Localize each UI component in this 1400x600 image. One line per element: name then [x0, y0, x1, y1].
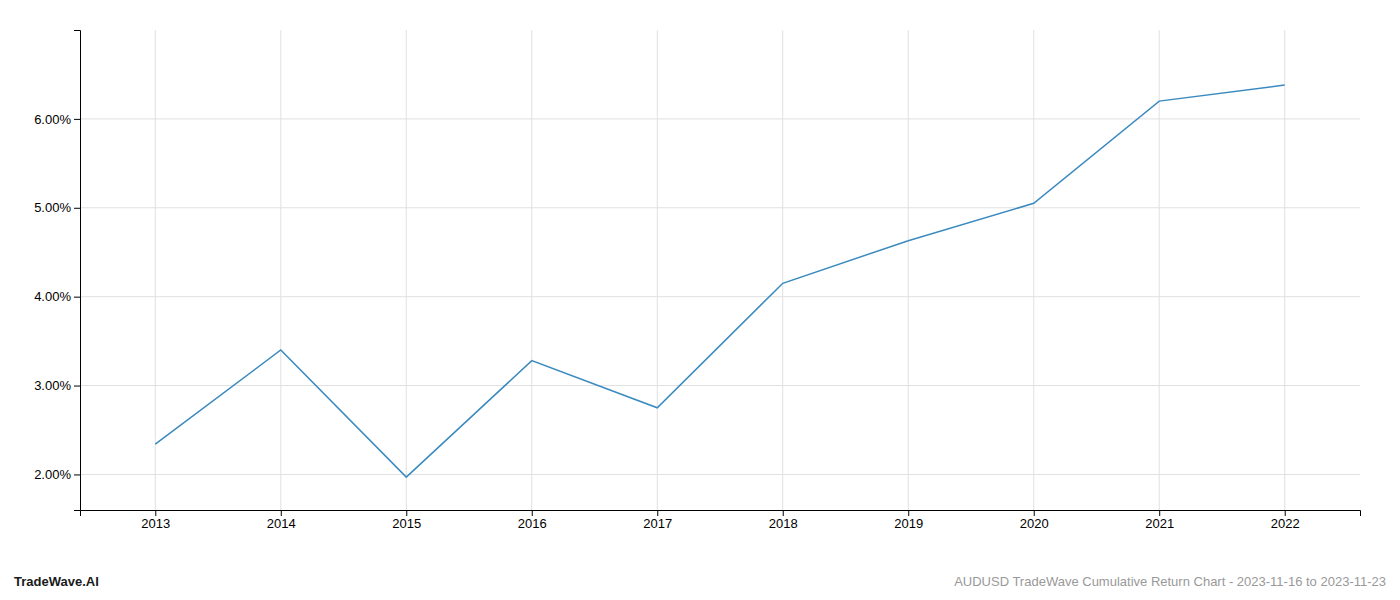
y-tick-label: 2.00% [34, 467, 71, 482]
y-tick-mark [74, 119, 80, 120]
grid-line [908, 30, 909, 510]
y-tick-label: 3.00% [34, 378, 71, 393]
x-tick: 2018 [769, 510, 798, 531]
grid [80, 30, 1360, 510]
grid-line [531, 30, 532, 510]
x-tick-mark [657, 510, 658, 516]
footer-left: TradeWave.AI [14, 574, 99, 589]
marks [155, 85, 1284, 477]
x-tick-label: 2016 [518, 516, 547, 531]
grid-line [1284, 30, 1285, 510]
grid-line [80, 207, 1360, 208]
x-tick: 2016 [518, 510, 547, 531]
x-axis-line [81, 511, 1361, 517]
x-tick: 2014 [267, 510, 296, 531]
y-tick: 3.00% [34, 378, 80, 393]
y-axis: 2.00% 3.00% 4.00% 5.00% 6.00% [34, 31, 80, 511]
x-tick-mark [1034, 510, 1035, 516]
grid-line [280, 30, 281, 510]
grid-line [782, 30, 783, 510]
x-tick: 2013 [141, 510, 170, 531]
x-tick-mark [1285, 510, 1286, 516]
plot: 2013 2014 2015 2016 2017 2018 2019 2020 2021 2022… [34, 30, 1360, 531]
data-line [155, 85, 1284, 477]
x-tick-mark [281, 510, 282, 516]
grid-line [80, 118, 1360, 119]
grid-line [406, 30, 407, 510]
x-tick-mark [1159, 510, 1160, 516]
x-tick: 2019 [894, 510, 923, 531]
x-tick-label: 2020 [1020, 516, 1049, 531]
x-tick-mark [532, 510, 533, 516]
y-axis-line [74, 31, 81, 511]
footer-right: AUDUSD TradeWave Cumulative Return Chart… [954, 574, 1386, 589]
x-tick-mark [406, 510, 407, 516]
x-tick-label: 2015 [392, 516, 421, 531]
grid-line [80, 296, 1360, 297]
x-tick: 2015 [392, 510, 421, 531]
x-tick-mark [908, 510, 909, 516]
x-tick-label: 2022 [1271, 516, 1300, 531]
x-tick: 2021 [1145, 510, 1174, 531]
y-tick-mark [74, 386, 80, 387]
y-tick-mark [74, 474, 80, 475]
y-tick: 4.00% [34, 289, 80, 304]
y-tick-label: 6.00% [34, 112, 71, 127]
x-tick-mark [155, 510, 156, 516]
y-tick: 5.00% [34, 200, 80, 215]
y-tick-mark [74, 208, 80, 209]
x-tick: 2022 [1271, 510, 1300, 531]
grid-line [155, 30, 156, 510]
x-tick-label: 2014 [267, 516, 296, 531]
y-tick: 2.00% [34, 467, 80, 482]
x-tick-label: 2017 [643, 516, 672, 531]
grid-line [1033, 30, 1034, 510]
grid-line [657, 30, 658, 510]
y-tick-label: 5.00% [34, 200, 71, 215]
x-tick-label: 2018 [769, 516, 798, 531]
grid-line [80, 385, 1360, 386]
chart: 2013 2014 2015 2016 2017 2018 2019 2020 2021 2022… [0, 0, 1400, 600]
x-tick-label: 2019 [894, 516, 923, 531]
x-axis: 2013 2014 2015 2016 2017 2018 2019 2020 2021 2022 [81, 510, 1361, 531]
x-tick-label: 2021 [1145, 516, 1174, 531]
y-tick: 6.00% [34, 112, 80, 127]
x-tick-label: 2013 [141, 516, 170, 531]
y-tick-mark [74, 297, 80, 298]
x-tick-mark [783, 510, 784, 516]
y-tick-label: 4.00% [34, 289, 71, 304]
x-tick: 2017 [643, 510, 672, 531]
grid-line [80, 474, 1360, 475]
x-tick: 2020 [1020, 510, 1049, 531]
